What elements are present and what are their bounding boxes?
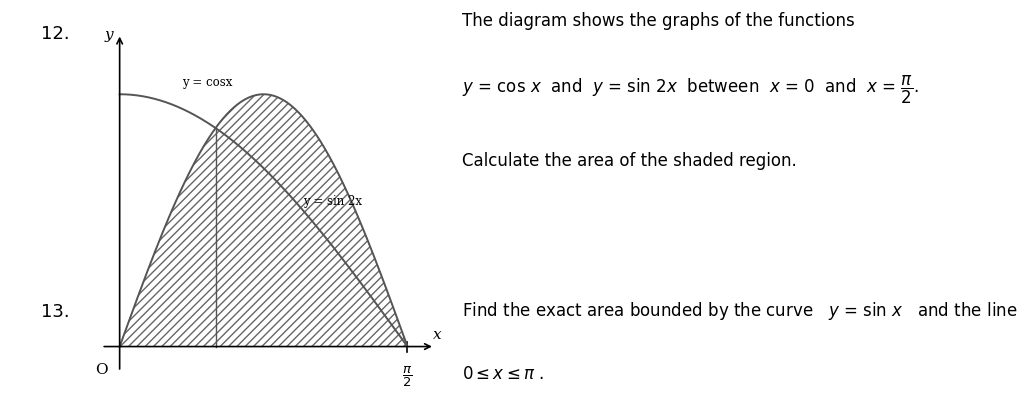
- Text: y = cosx: y = cosx: [182, 76, 232, 89]
- Text: 12.: 12.: [41, 25, 70, 43]
- Text: 13.: 13.: [41, 303, 70, 321]
- Text: Find the exact area bounded by the curve   $y$ = sin $x$   and the line   $y$ = : Find the exact area bounded by the curve…: [462, 294, 1024, 330]
- Text: O: O: [95, 362, 108, 376]
- Text: Calculate the area of the shaded region.: Calculate the area of the shaded region.: [462, 151, 797, 169]
- Text: $\dfrac{\pi}{2}$: $\dfrac{\pi}{2}$: [402, 364, 413, 389]
- Text: $y$ = cos $x$  and  $y$ = sin 2$x$  between  $x$ = 0  and  $x$ = $\dfrac{\pi}{2}: $y$ = cos $x$ and $y$ = sin 2$x$ between…: [462, 74, 919, 106]
- Text: $0 \leq x \leq \pi$ .: $0 \leq x \leq \pi$ .: [462, 364, 544, 382]
- Text: y = sin 2x: y = sin 2x: [303, 194, 361, 207]
- Text: The diagram shows the graphs of the functions: The diagram shows the graphs of the func…: [462, 12, 855, 30]
- Text: y: y: [104, 28, 113, 42]
- Text: x: x: [433, 327, 441, 341]
